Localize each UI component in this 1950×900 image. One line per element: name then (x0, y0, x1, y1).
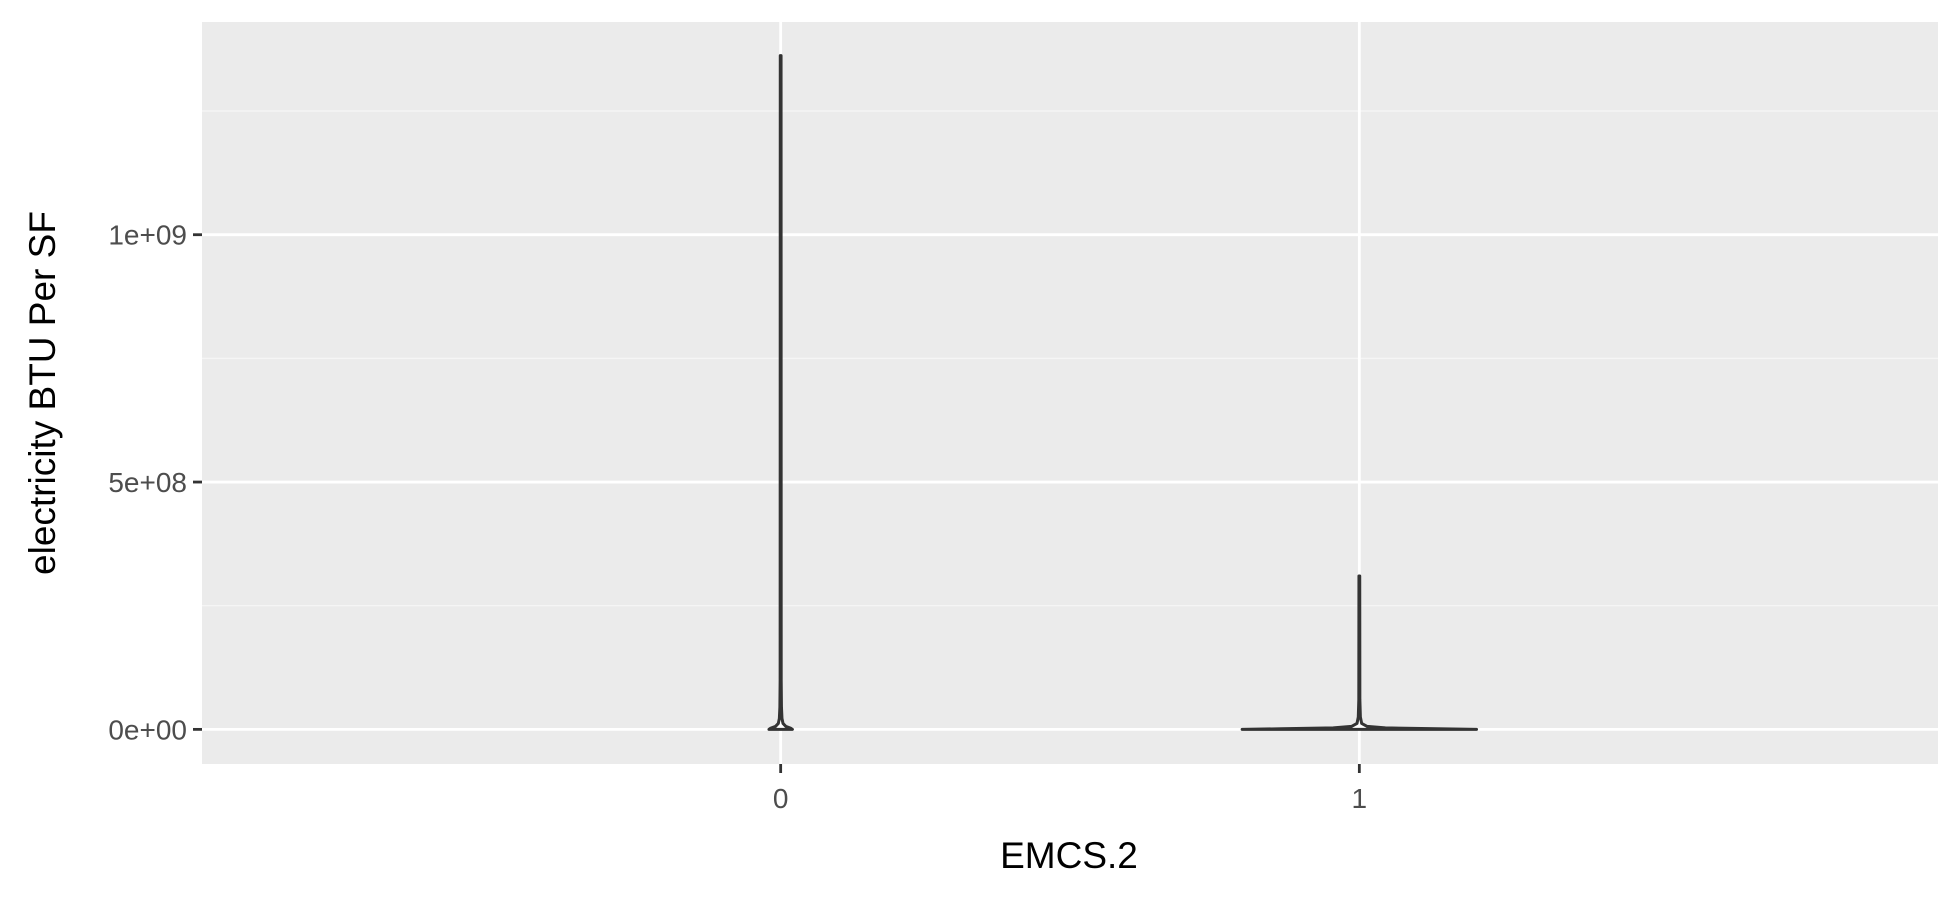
y-axis-title: electricity BTU Per SF (22, 211, 63, 575)
violin-1 (1240, 574, 1479, 731)
violins (767, 54, 1479, 731)
plot-panel (202, 22, 1938, 764)
y-tick-label: 5e+08 (108, 467, 187, 498)
x-tick-label: 1 (1352, 783, 1368, 814)
y-tick-label: 0e+00 (108, 714, 187, 745)
y-axis: 0e+00 5e+08 1e+09 (108, 220, 202, 745)
violin-0 (767, 54, 794, 731)
x-axis-title: EMCS.2 (1000, 835, 1138, 876)
y-tick-label: 1e+09 (108, 220, 187, 251)
x-tick-label: 0 (773, 783, 789, 814)
